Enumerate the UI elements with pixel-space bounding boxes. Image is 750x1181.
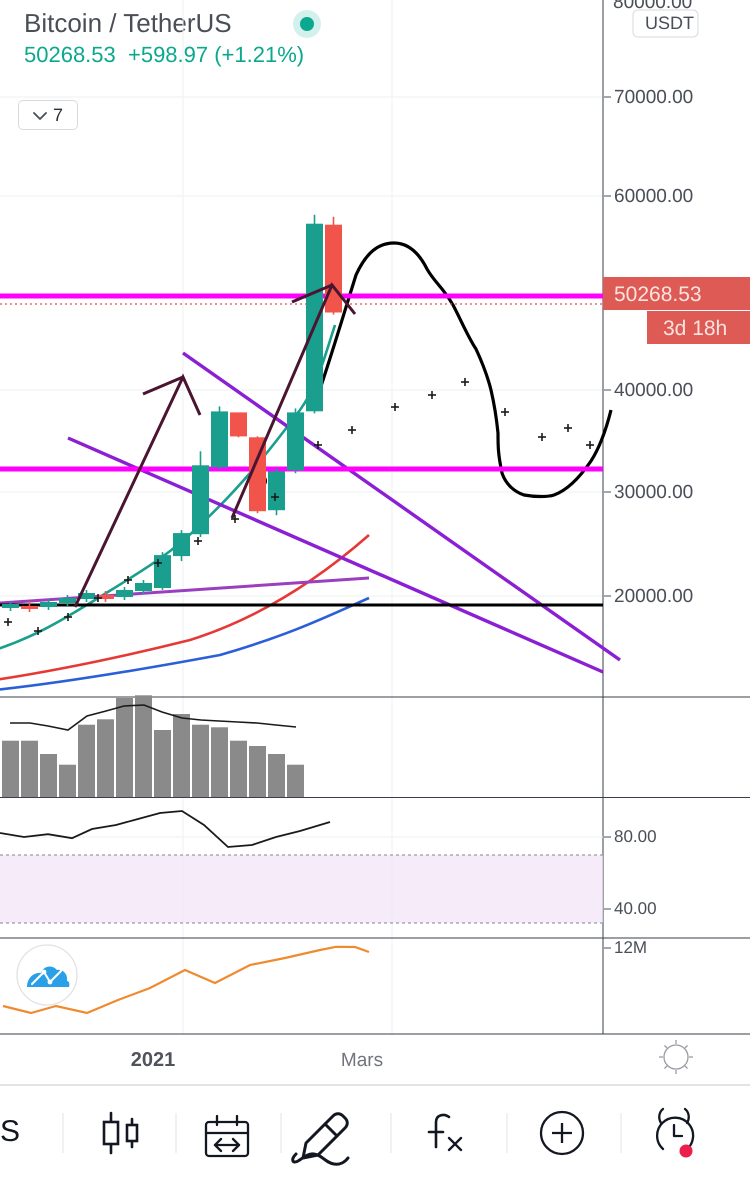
svg-text:80000.00: 80000.00 xyxy=(613,0,692,13)
svg-text:60000.00: 60000.00 xyxy=(614,186,693,207)
svg-text:40000.00: 40000.00 xyxy=(614,380,693,401)
svg-text:12M: 12M xyxy=(614,938,647,957)
svg-text:30000.00: 30000.00 xyxy=(614,482,693,503)
svg-text:40.00: 40.00 xyxy=(614,899,657,918)
svg-text:70000.00: 70000.00 xyxy=(614,87,693,108)
svg-text:2021: 2021 xyxy=(131,1049,176,1071)
svg-text:80.00: 80.00 xyxy=(614,827,657,846)
svg-text:20000.00: 20000.00 xyxy=(614,586,693,607)
svg-text:Mars: Mars xyxy=(341,1050,383,1071)
svg-text:USDT: USDT xyxy=(645,13,694,33)
svg-text:50268.53: 50268.53 xyxy=(614,283,702,306)
svg-text:3d 18h: 3d 18h xyxy=(663,317,727,340)
